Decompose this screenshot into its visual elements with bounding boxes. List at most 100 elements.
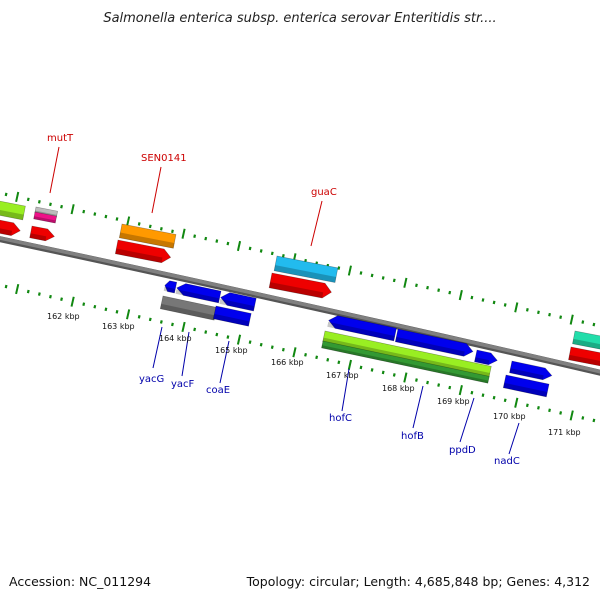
tick-below-2 <box>15 283 20 295</box>
tick-above-31 <box>337 266 341 270</box>
feature-blue-coaE2 <box>212 305 252 327</box>
leader-hofB <box>412 385 424 429</box>
tick-below-14 <box>148 317 152 322</box>
tick-above-1 <box>4 192 8 197</box>
tick-above-32 <box>347 265 352 276</box>
feature-blue-hofC-shade <box>327 321 395 341</box>
tick-above-13 <box>137 222 141 226</box>
tick-below-3 <box>26 289 30 294</box>
feature-blue-ppdD-shade <box>474 357 490 365</box>
feature-red-mutT-shade <box>29 233 47 241</box>
tick-above-47 <box>514 302 519 313</box>
feature-blue-ppdD-shape <box>474 349 498 366</box>
feature-red-right-shade <box>568 354 600 368</box>
feature-red-guaC <box>268 272 332 299</box>
feature-lime-left-shade <box>0 208 24 220</box>
tick-below-11 <box>115 309 119 314</box>
tick-below-31 <box>337 360 341 365</box>
feature-red-guaC-shape <box>268 272 332 299</box>
tick-below-37 <box>403 372 408 383</box>
tick-above-43 <box>470 295 474 300</box>
feature-teal-right-shade <box>572 338 600 352</box>
tick-above-8 <box>82 209 86 214</box>
tick-below-6 <box>60 297 63 301</box>
feature-orange-SEN0141 <box>118 223 177 249</box>
gene-label-yacG: yacG <box>139 374 164 385</box>
tick-above-45 <box>492 300 496 305</box>
gene-label-hofB: hofB <box>401 431 424 442</box>
tick-above-38 <box>415 283 418 288</box>
tick-above-6 <box>60 204 63 209</box>
tick-below-46 <box>503 398 507 403</box>
feature-teal-right <box>572 330 600 352</box>
kbp-label-171: 171 kbp <box>548 428 581 437</box>
tick-below-20 <box>215 332 219 337</box>
tick-below-4 <box>37 292 41 296</box>
tick-below-22 <box>236 334 242 345</box>
leader-guaC <box>310 200 323 247</box>
kbp-label-169: 169 kbp <box>437 397 470 406</box>
feature-red-SEN0141-shade <box>115 248 163 263</box>
tick-above-11 <box>115 217 119 221</box>
feature-blue-nadC-upper-shape <box>509 360 553 381</box>
gene-label-yacF: yacF <box>171 379 195 390</box>
tick-below-47 <box>514 397 519 408</box>
leader-SEN0141 <box>151 166 162 214</box>
kbp-label-163: 163 kbp <box>102 322 135 331</box>
gene-label-ppdD: ppdD <box>449 445 476 456</box>
tick-above-16 <box>171 229 174 234</box>
feature-gray-yacF <box>159 295 218 321</box>
tick-above-37 <box>403 277 408 288</box>
tick-above-7 <box>70 204 75 215</box>
tick-below-15 <box>159 320 163 324</box>
kbp-label-162: 162 kbp <box>47 312 80 321</box>
feature-lime-hofC-shade <box>322 337 490 378</box>
feature-blue-hofB <box>394 328 474 357</box>
kbp-label-170: 170 kbp <box>493 412 526 421</box>
feature-magenta-mutT-shape <box>33 211 57 224</box>
tick-above-42 <box>458 289 463 301</box>
tick-below-49 <box>537 406 540 410</box>
tick-below-33 <box>359 365 363 370</box>
gene-label-nadC: nadC <box>494 456 520 467</box>
tick-above-5 <box>49 202 52 207</box>
tick-below-51 <box>559 411 563 415</box>
tick-below-50 <box>548 408 551 413</box>
feature-blue-hofC-shape <box>328 315 397 342</box>
tick-above-3 <box>26 197 30 202</box>
leader-yacF <box>181 331 190 377</box>
tick-below-13 <box>137 315 141 319</box>
kbp-label-166: 166 kbp <box>271 358 304 367</box>
tick-above-24 <box>259 249 263 253</box>
feature-blue-nadC-upper <box>509 360 553 381</box>
feature-silver-mutT-shape <box>34 206 58 218</box>
tick-below-32 <box>347 359 352 370</box>
feature-cyan-guaC-shape <box>273 255 339 283</box>
tick-below-36 <box>392 373 396 377</box>
tick-above-9 <box>93 212 97 216</box>
tick-below-19 <box>204 330 208 334</box>
leader-ppdD <box>459 397 475 443</box>
tick-below-42 <box>458 385 463 396</box>
tick-below-16 <box>171 322 174 327</box>
tick-below-35 <box>381 370 385 375</box>
tick-above-26 <box>281 254 285 258</box>
feature-gray-yacF-shape <box>159 295 218 321</box>
tick-above-33 <box>359 271 363 275</box>
leader-nadC <box>508 422 520 455</box>
tick-above-36 <box>392 278 396 283</box>
tick-below-27 <box>292 347 297 358</box>
feature-green-hofC-shape <box>321 340 490 384</box>
tick-below-45 <box>492 395 496 400</box>
feature-blue-yacG-shade <box>163 286 176 294</box>
tick-above-4 <box>37 200 41 204</box>
feature-blue-coaE2-shade <box>213 313 250 327</box>
tick-below-7 <box>70 296 75 307</box>
tick-below-17 <box>181 321 186 333</box>
feature-green-hofC <box>321 340 490 384</box>
tick-above-49 <box>537 310 540 315</box>
tick-above-54 <box>592 322 596 327</box>
tick-below-26 <box>281 347 285 352</box>
tick-below-24 <box>259 342 263 347</box>
